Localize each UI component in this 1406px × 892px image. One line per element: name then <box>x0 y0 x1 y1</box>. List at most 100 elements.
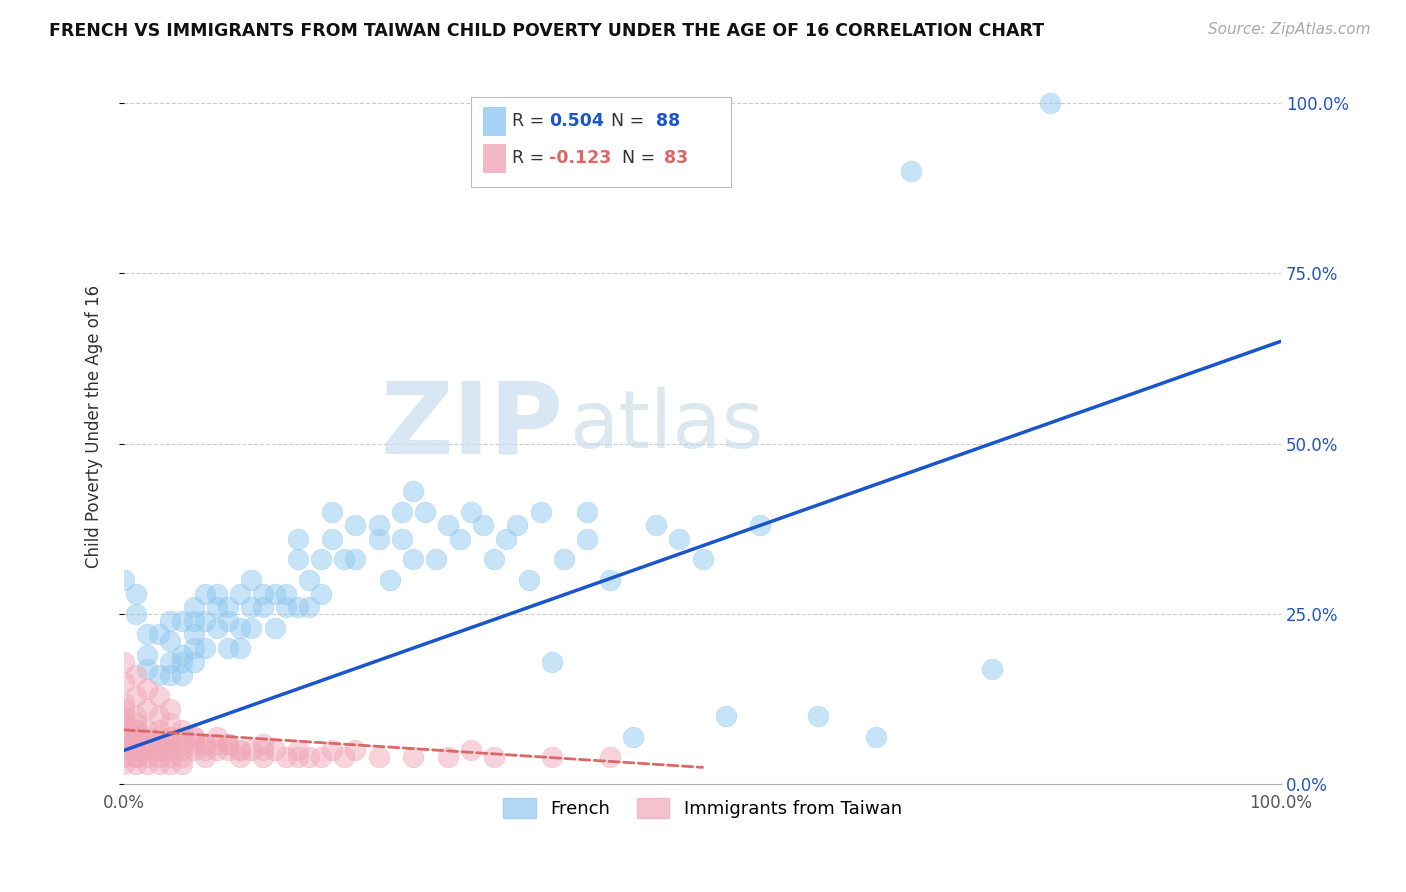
Text: 88: 88 <box>657 112 681 129</box>
Point <box>495 532 517 546</box>
Point <box>263 621 285 635</box>
Point <box>344 552 367 566</box>
Point <box>287 750 309 764</box>
Point <box>125 737 148 751</box>
Point <box>183 737 205 751</box>
Point <box>136 737 159 751</box>
FancyBboxPatch shape <box>482 145 506 173</box>
Point <box>125 743 148 757</box>
Point <box>217 737 239 751</box>
Point <box>170 668 193 682</box>
Point <box>148 750 170 764</box>
Point <box>125 607 148 621</box>
Point <box>136 750 159 764</box>
Point <box>217 743 239 757</box>
Point <box>344 518 367 533</box>
Point <box>367 518 389 533</box>
Point <box>240 743 263 757</box>
Point <box>159 756 181 771</box>
Point <box>217 600 239 615</box>
Point <box>112 696 135 710</box>
Point <box>148 737 170 751</box>
Point <box>205 730 228 744</box>
Point <box>194 737 217 751</box>
Point <box>692 552 714 566</box>
Point <box>298 750 321 764</box>
Point <box>159 716 181 731</box>
Point <box>287 532 309 546</box>
Point <box>170 756 193 771</box>
Point <box>274 586 297 600</box>
Point <box>112 573 135 587</box>
Point <box>194 614 217 628</box>
Point <box>136 737 159 751</box>
Point <box>599 750 621 764</box>
Text: -0.123: -0.123 <box>548 149 612 167</box>
Point <box>484 552 506 566</box>
Point <box>170 730 193 744</box>
Point <box>309 552 332 566</box>
Point <box>183 730 205 744</box>
Point <box>183 655 205 669</box>
Point <box>460 743 482 757</box>
Point <box>125 586 148 600</box>
Point <box>148 689 170 703</box>
Point <box>449 532 471 546</box>
Point <box>321 532 343 546</box>
Point <box>194 743 217 757</box>
Point <box>517 573 540 587</box>
Point <box>217 737 239 751</box>
Point <box>402 750 425 764</box>
Text: 83: 83 <box>665 149 689 167</box>
Point <box>159 730 181 744</box>
Point <box>112 723 135 737</box>
Point <box>136 681 159 696</box>
Text: Source: ZipAtlas.com: Source: ZipAtlas.com <box>1208 22 1371 37</box>
Point <box>136 743 159 757</box>
Point <box>159 737 181 751</box>
Point <box>183 730 205 744</box>
Text: R =: R = <box>512 149 550 167</box>
Text: FRENCH VS IMMIGRANTS FROM TAIWAN CHILD POVERTY UNDER THE AGE OF 16 CORRELATION C: FRENCH VS IMMIGRANTS FROM TAIWAN CHILD P… <box>49 22 1045 40</box>
Point <box>136 648 159 662</box>
Point <box>333 750 356 764</box>
Point <box>125 723 148 737</box>
Point <box>900 163 922 178</box>
Point <box>112 730 135 744</box>
Point <box>183 614 205 628</box>
Point <box>252 750 274 764</box>
Point <box>252 737 274 751</box>
Point <box>125 689 148 703</box>
Point <box>148 723 170 737</box>
Point <box>112 702 135 716</box>
Point <box>541 655 564 669</box>
Point <box>170 737 193 751</box>
Point <box>125 756 148 771</box>
Point <box>437 750 460 764</box>
Point <box>205 621 228 635</box>
Point <box>205 737 228 751</box>
Point <box>506 518 529 533</box>
Point <box>367 750 389 764</box>
Point <box>714 709 737 723</box>
Point <box>136 702 159 716</box>
Point <box>229 750 252 764</box>
Point <box>125 743 148 757</box>
Point <box>229 641 252 656</box>
Point <box>112 743 135 757</box>
Point <box>553 552 575 566</box>
Point <box>425 552 447 566</box>
Point <box>159 614 181 628</box>
Point <box>309 750 332 764</box>
Point <box>136 723 159 737</box>
Point <box>298 600 321 615</box>
Point <box>112 709 135 723</box>
Point <box>413 505 436 519</box>
Point <box>183 627 205 641</box>
Point <box>194 750 217 764</box>
Point <box>240 600 263 615</box>
Point <box>170 648 193 662</box>
Point <box>112 756 135 771</box>
Point <box>252 586 274 600</box>
Point <box>252 743 274 757</box>
